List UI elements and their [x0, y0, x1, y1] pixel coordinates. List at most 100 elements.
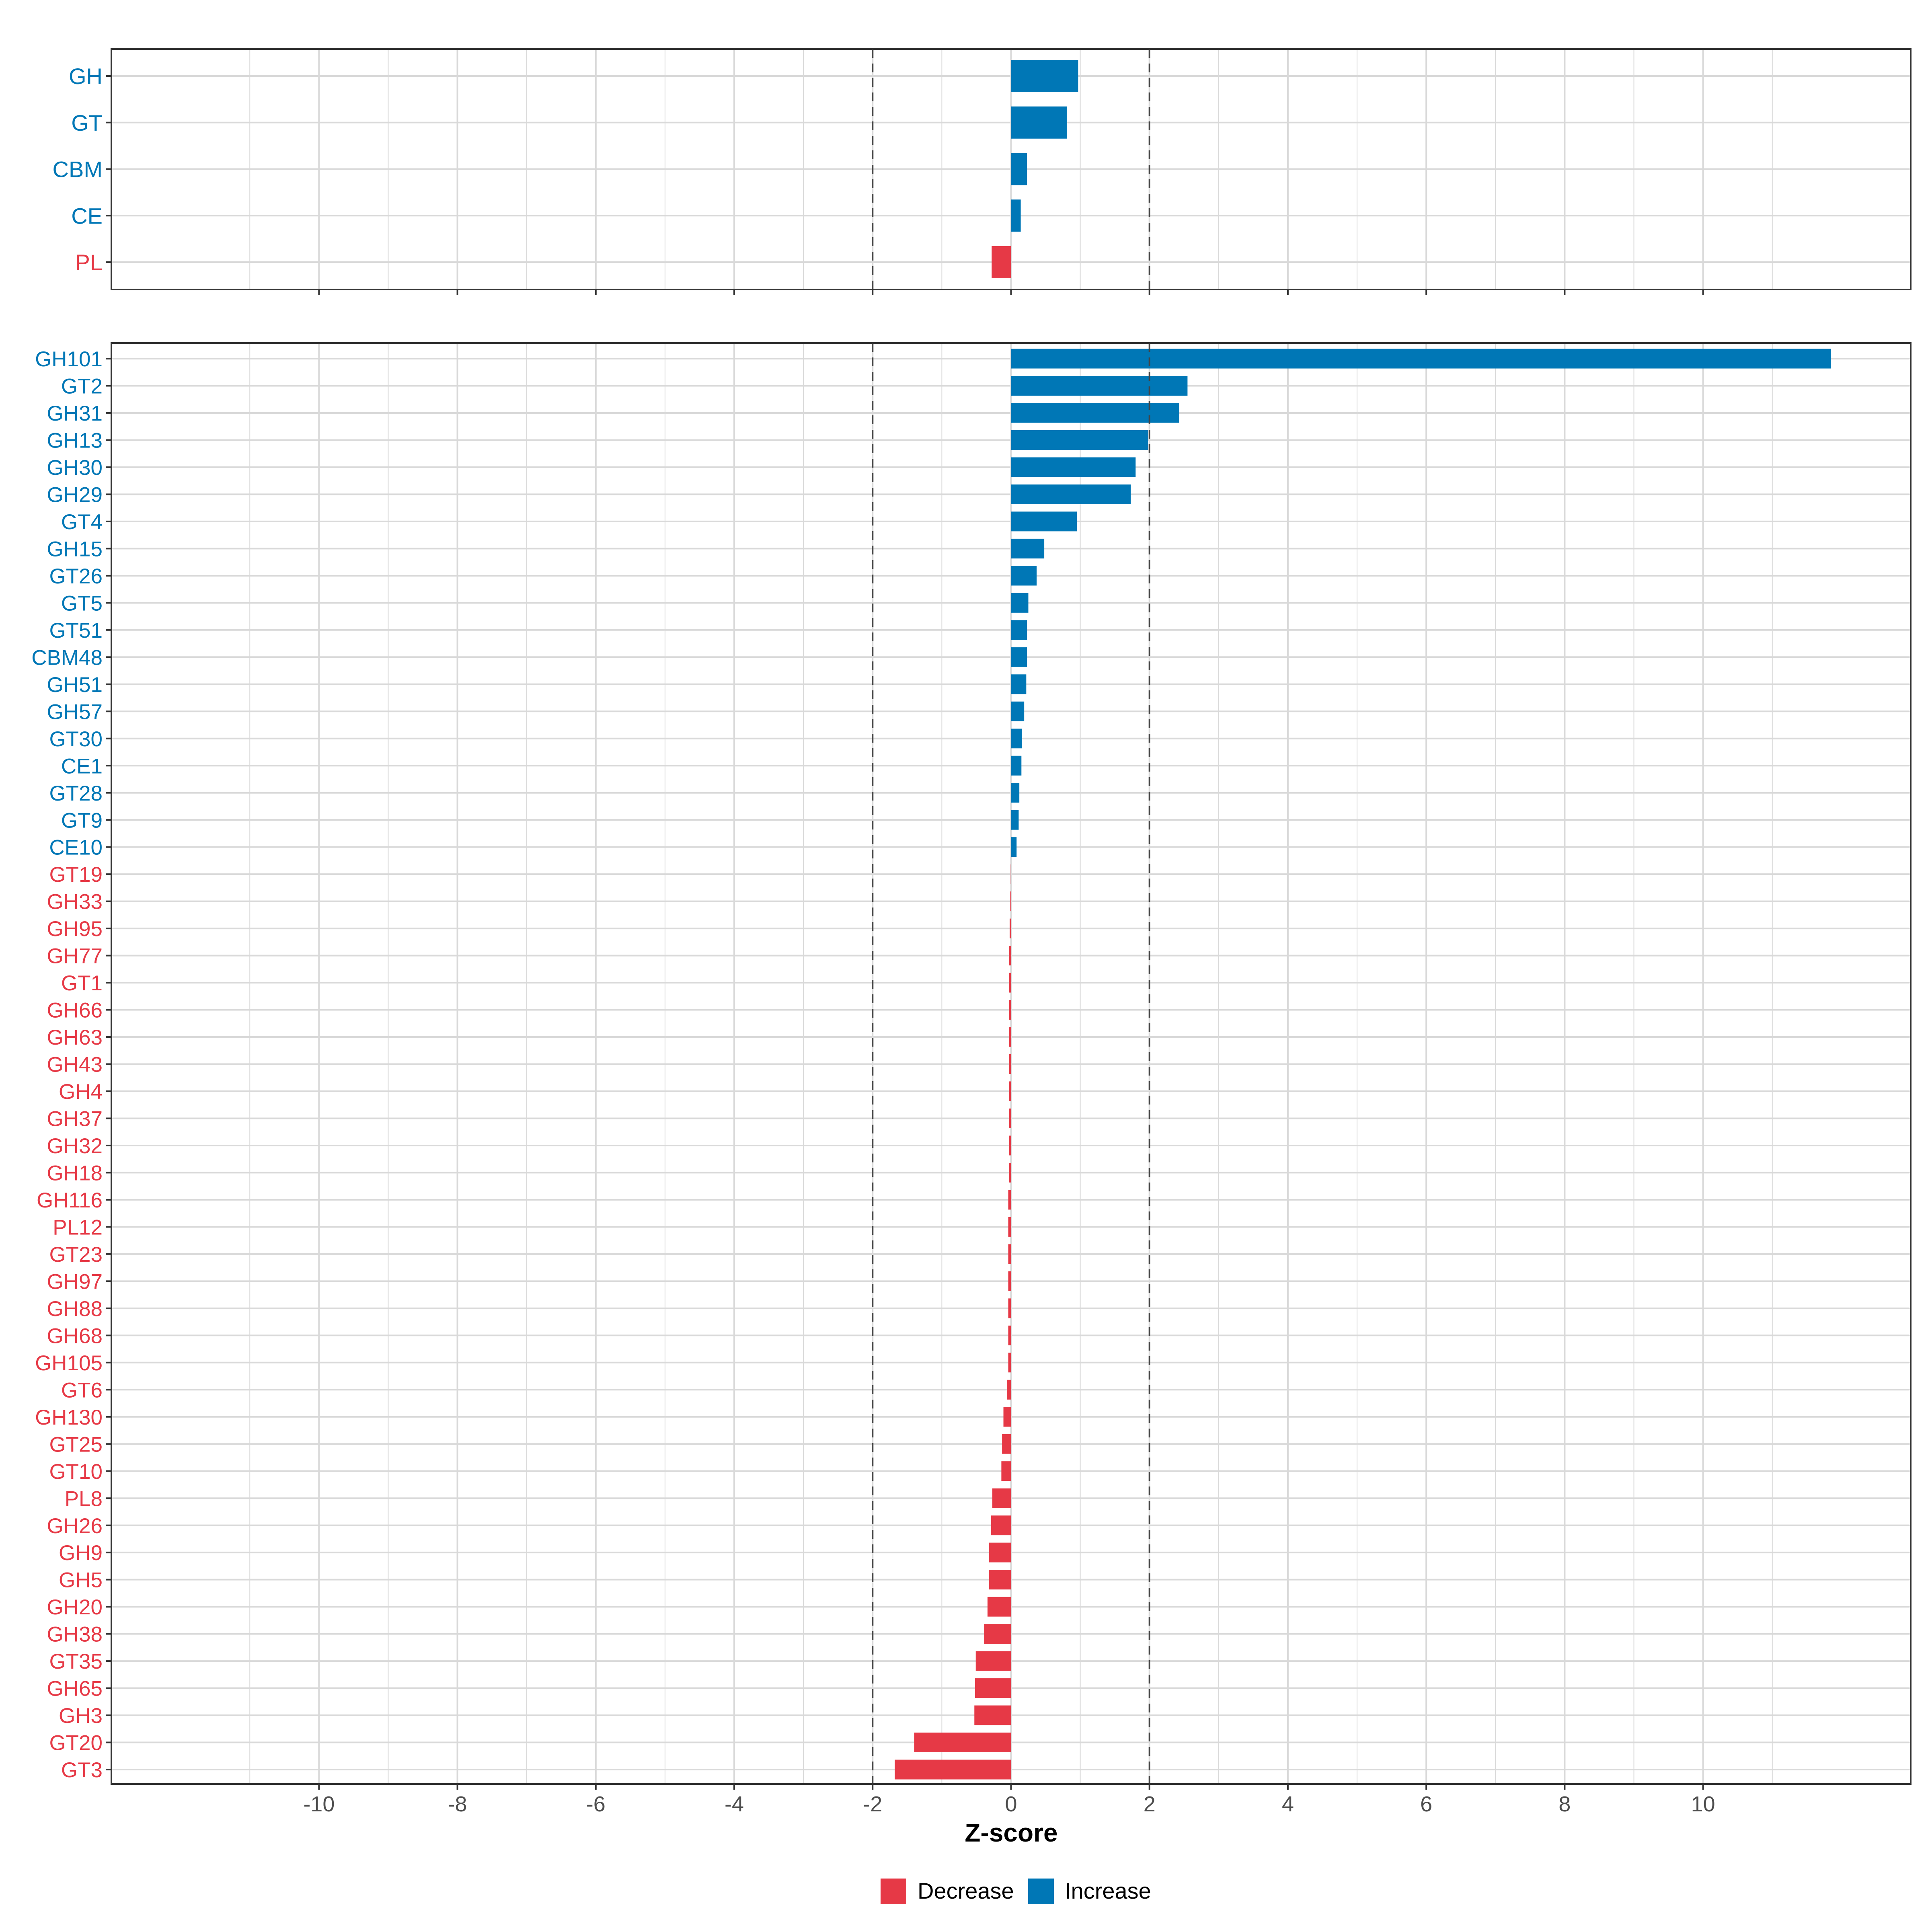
- bottom-category-label-cbm48: CBM48: [31, 646, 103, 669]
- bottom-bar-gh31: [1011, 403, 1179, 423]
- bottom-bar-gt5: [1011, 593, 1029, 613]
- bottom-bar-gh18: [1009, 1162, 1011, 1183]
- bottom-category-label-gt3: GT3: [61, 1758, 103, 1782]
- bottom-bar-gh116: [1008, 1190, 1011, 1210]
- x-tick-label: 6: [1420, 1792, 1432, 1816]
- bottom-bar-gh43: [1009, 1054, 1011, 1074]
- bottom-bar-gh88: [1008, 1298, 1011, 1318]
- bottom-bar-gh95: [1010, 918, 1011, 938]
- bottom-bar-gh66: [1009, 1000, 1011, 1020]
- bottom-category-label-gh95: GH95: [47, 917, 103, 941]
- bottom-category-label-gh31: GH31: [47, 402, 103, 425]
- bottom-bar-gh63: [1009, 1027, 1011, 1047]
- bottom-category-label-gh43: GH43: [47, 1053, 103, 1077]
- bottom-bar-gt30: [1011, 729, 1022, 749]
- bottom-bar-pl8: [992, 1488, 1011, 1508]
- bottom-category-label-gh105: GH105: [35, 1351, 103, 1375]
- bottom-category-label-gh18: GH18: [47, 1162, 103, 1185]
- bottom-category-label-gh63: GH63: [47, 1026, 103, 1049]
- bottom-bar-gt1: [1009, 973, 1011, 993]
- bottom-category-label-gh77: GH77: [47, 944, 103, 968]
- bottom-category-label-gt20: GT20: [49, 1731, 103, 1755]
- bottom-bar-gt4: [1011, 511, 1077, 532]
- bottom-category-label-gh65: GH65: [47, 1677, 103, 1701]
- x-tick-label: -10: [303, 1792, 335, 1816]
- top-panel: GH GT CBM CE PL: [53, 48, 1912, 295]
- bottom-bar-gt20: [914, 1733, 1011, 1753]
- bottom-bar-cbm48: [1011, 647, 1027, 667]
- bottom-bar-gh77: [1009, 946, 1011, 966]
- x-tick-label: 10: [1691, 1792, 1715, 1816]
- bottom-bar-gh32: [1009, 1135, 1011, 1156]
- bottom-bar-gt28: [1011, 783, 1020, 803]
- bottom-category-label-gt6: GT6: [61, 1378, 103, 1402]
- bottom-category-label-pl8: PL8: [65, 1487, 103, 1511]
- x-tick-label: 0: [1005, 1792, 1017, 1816]
- bottom-bar-gh101: [1011, 349, 1831, 369]
- top-category-label-pl: PL: [75, 250, 103, 275]
- bottom-category-label-gt30: GT30: [49, 727, 103, 751]
- bottom-category-label-gt25: GT25: [49, 1433, 103, 1456]
- bottom-category-label-gh38: GH38: [47, 1623, 103, 1647]
- legend-label-decrease: Decrease: [918, 1878, 1014, 1903]
- bottom-bar-gt51: [1011, 620, 1027, 640]
- bottom-bar-gt10: [1001, 1461, 1011, 1481]
- bottom-category-label-gh116: GH116: [37, 1189, 103, 1212]
- bottom-category-label-gh32: GH32: [47, 1134, 103, 1158]
- bottom-category-label-gt1: GT1: [61, 971, 103, 995]
- bottom-category-label-gh29: GH29: [47, 483, 103, 507]
- top-category-label-gh: GH: [69, 64, 103, 89]
- bottom-bar-gh13: [1011, 430, 1148, 450]
- legend-label-increase: Increase: [1065, 1878, 1151, 1903]
- bottom-bar-gt6: [1007, 1380, 1011, 1400]
- legend-swatch-increase: [1028, 1879, 1054, 1904]
- bottom-bar-pl12: [1008, 1217, 1011, 1237]
- bottom-category-label-pl12: PL12: [53, 1215, 103, 1239]
- bottom-category-label-ce10: CE10: [49, 836, 103, 860]
- bottom-category-label-gh9: GH9: [59, 1541, 103, 1565]
- bottom-bar-gt23: [1008, 1244, 1011, 1264]
- top-category-label-cbm: CBM: [53, 157, 103, 182]
- x-tick-label: -6: [586, 1792, 606, 1816]
- bottom-bar-ce10: [1011, 837, 1017, 857]
- bottom-bar-gh97: [1008, 1271, 1011, 1291]
- bottom-category-label-gh5: GH5: [59, 1569, 103, 1592]
- top-bar-pl: [992, 246, 1011, 278]
- bottom-bar-gt26: [1011, 566, 1037, 586]
- bottom-category-label-gh101: GH101: [35, 347, 103, 371]
- x-tick-label: -2: [863, 1792, 882, 1816]
- bottom-bar-gh38: [984, 1624, 1011, 1644]
- bottom-bar-gh30: [1011, 457, 1136, 477]
- bottom-category-label-gh13: GH13: [47, 429, 103, 453]
- bottom-bar-gh51: [1011, 674, 1027, 694]
- bottom-bar-gh29: [1011, 484, 1131, 504]
- x-tick-label: 2: [1144, 1792, 1156, 1816]
- bottom-bar-gh26: [991, 1515, 1011, 1536]
- top-bar-cbm: [1011, 153, 1027, 185]
- bottom-category-label-gh68: GH68: [47, 1324, 103, 1348]
- bottom-category-label-gh20: GH20: [47, 1595, 103, 1619]
- bottom-bar-gh4: [1009, 1081, 1011, 1101]
- bottom-bar-gt9: [1011, 810, 1019, 830]
- bottom-bar-gt25: [1002, 1434, 1011, 1454]
- x-axis: -10 -8 -6 -4 -2 0 2 4 6 8 10: [303, 1792, 1715, 1816]
- legend: Decrease Increase: [881, 1878, 1151, 1904]
- bottom-bar-gh33: [1010, 891, 1011, 912]
- bottom-category-label-gh30: GH30: [47, 456, 103, 480]
- bottom-bar-gh105: [1008, 1353, 1011, 1373]
- bottom-category-label-gh15: GH15: [47, 537, 103, 561]
- bottom-bar-ce1: [1011, 756, 1022, 776]
- legend-swatch-decrease: [881, 1879, 906, 1904]
- bottom-bar-gt3: [895, 1760, 1011, 1780]
- bottom-category-label-gh33: GH33: [47, 890, 103, 914]
- bottom-category-label-gt28: GT28: [49, 782, 103, 805]
- bottom-category-label-gt23: GT23: [49, 1243, 103, 1267]
- bottom-category-label-gt26: GT26: [49, 565, 103, 588]
- bottom-bar-gt35: [975, 1651, 1011, 1671]
- bottom-category-label-gt9: GT9: [61, 809, 103, 832]
- bottom-category-label-gh57: GH57: [47, 700, 103, 724]
- bottom-bar-gh65: [975, 1678, 1011, 1698]
- bottom-bar-gh20: [987, 1597, 1011, 1617]
